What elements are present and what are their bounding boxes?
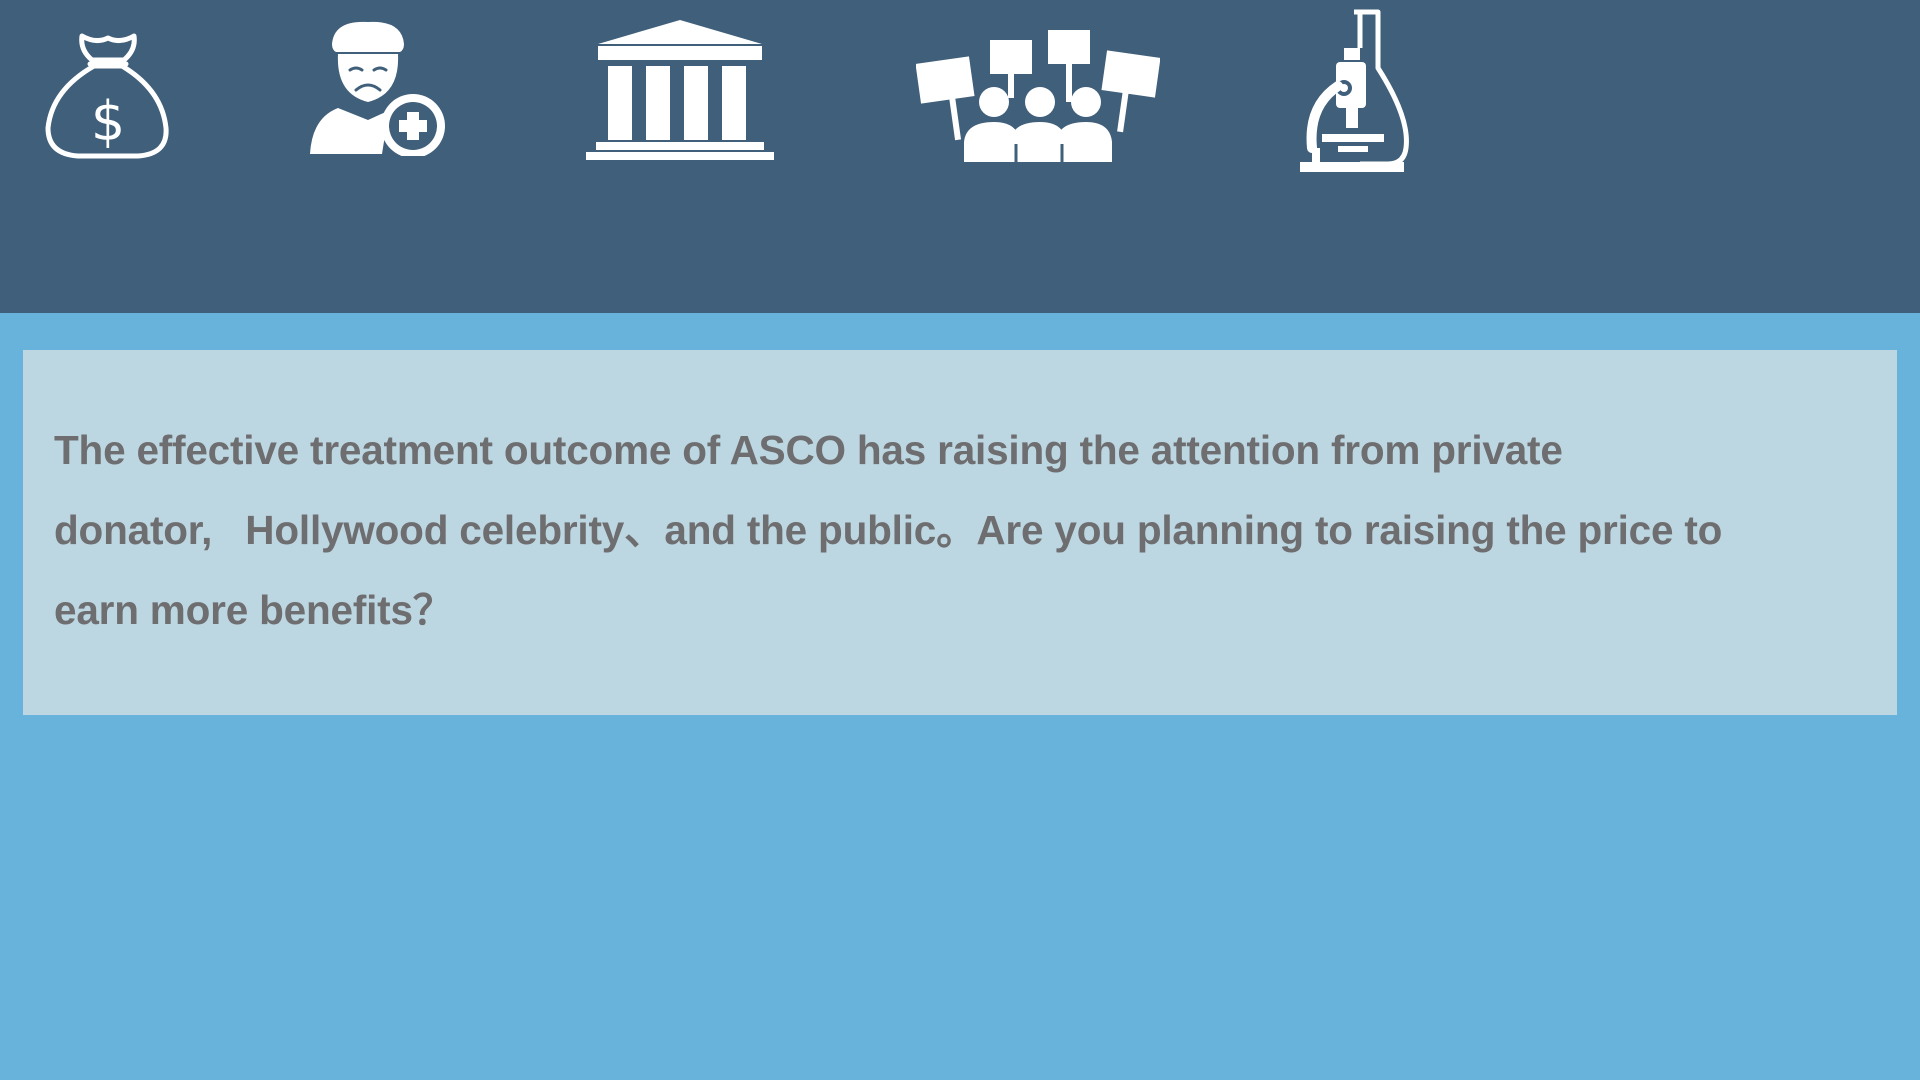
money-bag-icon: $ — [44, 28, 172, 160]
government-building-icon — [584, 18, 776, 162]
question-text-box: The effective treatment outcome of ASCO … — [23, 350, 1897, 715]
patient-icon — [308, 20, 448, 156]
header-band: $ — [0, 0, 1920, 313]
laboratory-icon — [1298, 8, 1410, 174]
question-line-3: earn more benefits？ — [54, 587, 454, 633]
public-crowd-icon — [916, 26, 1160, 164]
question-text: The effective treatment outcome of ASCO … — [54, 410, 1867, 650]
question-line-1: The effective treatment outcome of ASCO … — [54, 427, 1563, 473]
svg-text:$: $ — [91, 90, 125, 153]
question-line-2: donator, Hollywood celebrity、and the pub… — [54, 507, 1723, 553]
